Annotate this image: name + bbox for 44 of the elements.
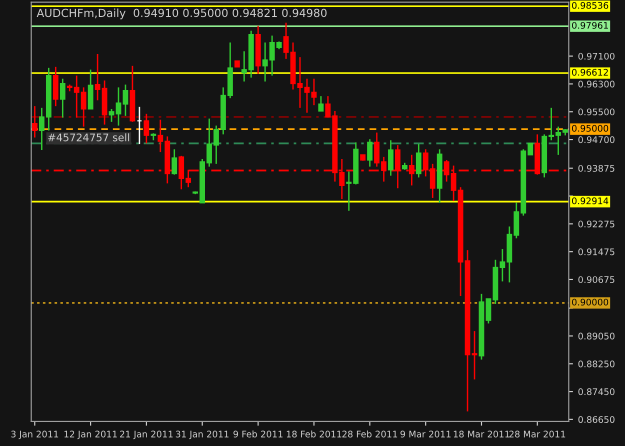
ref-line-label: 0.92914 — [572, 197, 608, 204]
candlestick — [367, 138, 373, 168]
candlestick — [297, 56, 303, 109]
candlestick — [318, 95, 324, 112]
ref-line-label: 0.90000 — [572, 298, 608, 306]
candlestick — [108, 108, 114, 123]
x-tick-label: 9 Mar 2011 — [400, 430, 451, 438]
candlestick — [388, 140, 394, 176]
ref-line-label: 0.97961 — [572, 22, 608, 29]
y-tick-label: 0.94700 — [578, 136, 615, 144]
candlestick — [88, 68, 94, 110]
x-tick-label: 12 Jan 2011 — [64, 430, 117, 440]
x-tick-label: 9 Feb 2011 — [233, 430, 282, 438]
ref-line-label: 0.95000 — [572, 124, 608, 132]
candlestick — [52, 66, 58, 107]
y-tick-label: 0.91475 — [578, 248, 614, 256]
x-tick-label: 3 Jan 2011 — [11, 430, 58, 440]
x-tick-label: 28 Feb 2011 — [342, 430, 398, 438]
y-tick-label: 0.90675 — [578, 276, 614, 284]
x-tick-label: 18 Mar 2011 — [454, 430, 510, 438]
candlestick — [172, 148, 178, 176]
x-tick-label: 21 Jan 2011 — [120, 430, 173, 440]
text: AUDCHFm,Daily 0.94910 0.95000 0.94821 0.94980 — [36, 8, 327, 20]
ref-line-label: 0.96612 — [572, 68, 608, 76]
y-tick-label: 0.96300 — [578, 80, 615, 88]
candlestick — [116, 86, 122, 126]
y-tick-label: 0.95500 — [578, 108, 615, 116]
x-tick-label: 18 Feb 2011 — [286, 430, 342, 438]
x-tick-label: 28 Mar 2011 — [509, 430, 566, 438]
candlestick — [32, 105, 38, 138]
candlestick — [416, 143, 422, 178]
annotation: #45724757 sell — [48, 133, 130, 142]
y-tick-label: 0.86650 — [578, 416, 615, 423]
candlestick — [60, 78, 66, 118]
y-tick-label: 0.93875 — [578, 164, 614, 172]
y-tick-label: 0.87450 — [578, 388, 615, 396]
y-tick-label: 0.97100 — [578, 52, 615, 60]
x-tick-label: 31 Jan 2011 — [176, 430, 228, 440]
y-tick-label: 0.88250 — [578, 360, 615, 368]
candlestick — [144, 113, 150, 144]
candlestick — [122, 84, 128, 117]
ref-line-label: 0.98536 — [572, 2, 608, 9]
y-tick-label: 0.92275 — [578, 220, 614, 228]
y-tick-label: 0.89050 — [578, 332, 615, 340]
